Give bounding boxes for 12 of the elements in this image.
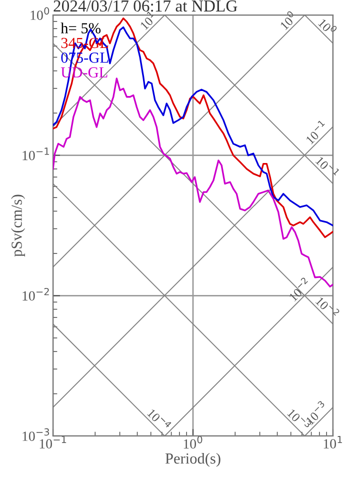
y-tick-label: 10$^{−2}$ (22, 288, 49, 301)
y-tick-label: 10$^{−1}$ (22, 148, 49, 160)
x-tick-label: 10$^{0}$ (184, 436, 202, 449)
chart-title: 2024/03/17 06:17 at NDLG (54, 0, 238, 12)
y-tick-label: 10$^{0}$ (30, 7, 50, 20)
y-axis-title: pSv(cm/s) (11, 194, 25, 257)
x-axis-title: Period(s) (165, 452, 220, 467)
text: 10$^{−2}$ (286, 276, 312, 302)
legend-title: h= 5% (60, 22, 101, 34)
x-tick-label: 10$^{1}$ (324, 436, 342, 448)
text: 10$^{−4}$ (147, 406, 172, 432)
text: 10$^{−1}$ (304, 120, 328, 144)
